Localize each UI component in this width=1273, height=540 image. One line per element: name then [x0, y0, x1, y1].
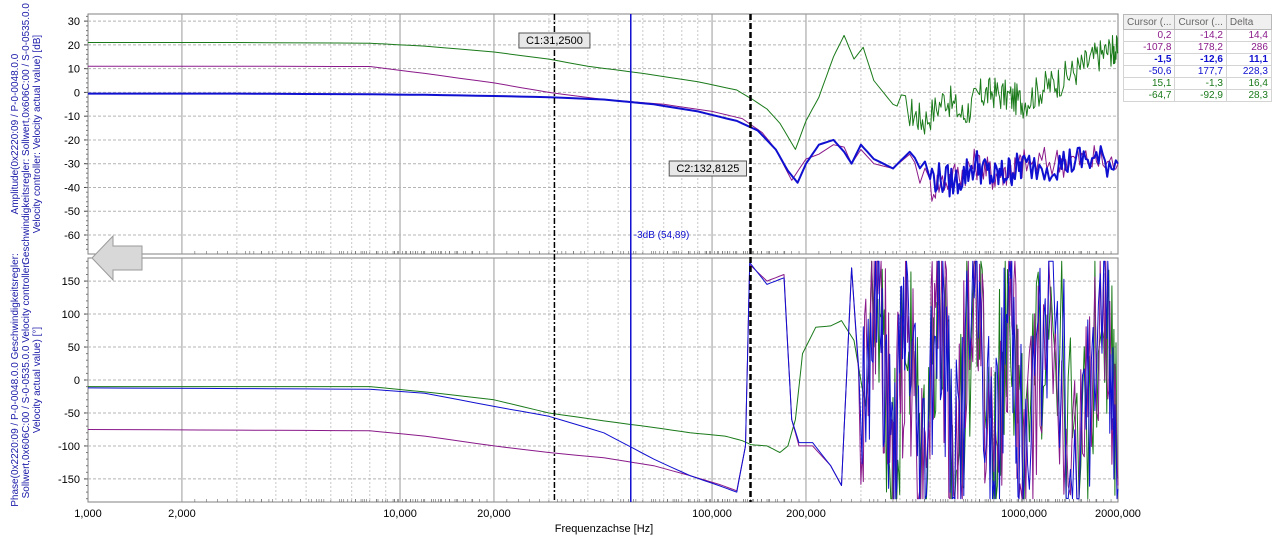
cursor-table-cell: -14,2 [1174, 29, 1227, 42]
cursor-table-cell: -92,9 [1174, 89, 1227, 102]
cursor-table-cell: 16,4 [1225, 77, 1272, 90]
y-tick-label: 100 [62, 309, 80, 321]
cursor-table-cell: -12,6 [1174, 53, 1227, 66]
minus-3db-label: -3dB (54,89) [634, 230, 690, 241]
cursor-table-header-cell[interactable]: Cursor (... [1122, 14, 1176, 30]
x-tick-label: 2000,000 [1095, 508, 1141, 520]
cursor-c1-label: C1:31,2500 [526, 35, 583, 47]
cursor-table-cell: 177,7 [1174, 65, 1227, 78]
x-tick-label: 20,000 [477, 508, 511, 520]
y-axis-label: Phase(0x2220:09 / P-0-0048.0.0 Geschwind… [10, 253, 43, 506]
y-tick-label: -20 [64, 135, 80, 147]
y-tick-label: -40 [64, 182, 80, 194]
y-tick-label: 50 [68, 342, 80, 354]
y-axis-label-line: Amplitude(0x2220:09 / P-0-0048.0.0 [10, 53, 21, 214]
cursor-table-cell: -1,3 [1174, 77, 1227, 90]
y-tick-label: 30 [68, 16, 80, 28]
x-tick-label: 2,000 [168, 508, 196, 520]
y-tick-label: -60 [64, 230, 80, 242]
series-line-0 [88, 34, 1119, 150]
y-tick-label: -150 [58, 474, 80, 486]
cursor-table-row: -64,7 -92,9 28,3 [1122, 89, 1272, 102]
x-tick-label: 200,000 [786, 508, 826, 520]
cursor-table-cell: -107,8 [1122, 41, 1176, 54]
y-axis-label: Amplitude(0x2220:09 / P-0-0048.0.0Geschw… [10, 3, 43, 265]
plot-frame [87, 13, 1119, 255]
phase-panel: 150 100 50 0 -50 -100 -150 Phase(0x2220:09 / P-… [10, 253, 1141, 520]
y-tick-label: 20 [68, 40, 80, 52]
x-tick-label: 10,000 [383, 508, 417, 520]
cursor-table-cell: 11,1 [1225, 53, 1272, 66]
cursor-table-row: -107,8 178,2 286 [1122, 41, 1272, 54]
cursor-table-header-cell[interactable]: Cursor (... [1174, 14, 1227, 30]
series-line-1 [88, 65, 1119, 202]
cursor-table-cell: -64,7 [1122, 89, 1176, 102]
y-tick-label: 150 [62, 276, 80, 288]
x-axis-label: Frequenzachse [Hz] [555, 523, 653, 535]
left-arrow-icon[interactable] [91, 234, 143, 282]
cursor-values-table: Cursor (... Cursor (... Delta 0,2 -14,2 14,4… [1122, 14, 1272, 102]
cursor-table-cell: 178,2 [1174, 41, 1227, 54]
cursor-table-cell: 28,3 [1225, 89, 1272, 102]
y-tick-label: 0 [74, 375, 80, 387]
y-tick-label: -100 [58, 441, 80, 453]
cursor-table-row: 15,1 -1,3 16,4 [1122, 77, 1272, 90]
y-tick-label: 10 [68, 64, 80, 76]
amplitude-panel: 30 20 10 0 -10 -20 -30 -40 -50 -60 Amplitude(0x222… [10, 3, 1119, 265]
cursor-table-cell: -1,5 [1122, 53, 1176, 66]
y-tick-label: -10 [64, 111, 80, 123]
y-tick-label: -50 [64, 206, 80, 218]
y-axis-label-line: Velocity actual value) [°] [32, 327, 43, 433]
cursor-c2-label: C2:132,8125 [676, 163, 739, 175]
cursor-table-cell: 286 [1225, 41, 1272, 54]
x-tick-label: 100,000 [692, 508, 732, 520]
series-line-0 [88, 260, 1119, 500]
y-tick-label: -50 [64, 408, 80, 420]
cursor-table-row: -50,6 177,7 228,3 [1122, 65, 1272, 78]
y-tick-label: 0 [74, 87, 80, 99]
x-tick-label: 1,000 [74, 508, 102, 520]
y-axis-label-line: Velocity controller: Velocity actual val… [32, 35, 43, 234]
series-line-2 [87, 260, 1119, 500]
cursor-table-cell: 228,3 [1225, 65, 1272, 78]
cursor-c2-label-box [668, 160, 748, 177]
cursor-table-cell: -50,6 [1122, 65, 1176, 78]
cursor-table-row: -1,5 -12,6 11,1 [1122, 53, 1272, 66]
cursor-table-header: Cursor (... Cursor (... Delta [1122, 14, 1272, 30]
cursor-table-cell: 15,1 [1122, 77, 1176, 90]
x-tick-label: 1000,000 [1001, 508, 1047, 520]
cursor-table-row: 0,2 -14,2 14,4 [1122, 29, 1272, 42]
y-axis-label-line: Phase(0x2220:09 / P-0-0048.0.0 Geschwind… [10, 253, 21, 506]
y-axis-label-line: Sollwert,0x606C:00 / S-0-0535.0.0 Veloci… [21, 262, 32, 499]
y-axis-label-line: Geschwindigkeitsregler: Sollwert,0x606C:… [21, 3, 32, 265]
cursor-c1-label-box [518, 32, 591, 49]
cursor-lines[interactable]: C1:31,2500 C2:132,8125 -3dB (54,89) [518, 14, 752, 502]
series-line-2 [88, 92, 1119, 198]
cursor-table-header-cell[interactable]: Delta [1225, 14, 1272, 30]
cursor-table-cell: 14,4 [1225, 29, 1272, 42]
y-tick-label: -30 [64, 159, 80, 171]
cursor-table-cell: 0,2 [1122, 29, 1176, 42]
